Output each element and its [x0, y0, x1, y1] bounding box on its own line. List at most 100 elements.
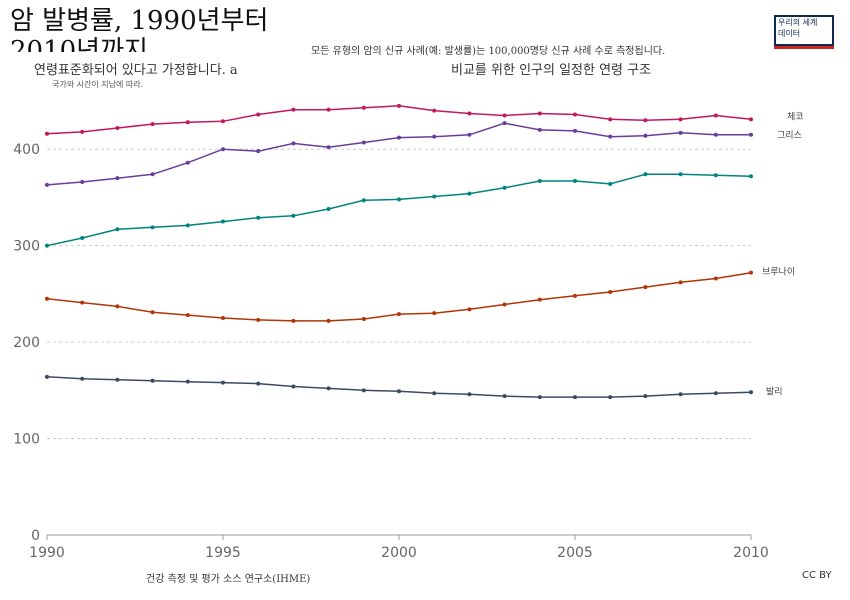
data-point-bali — [185, 379, 190, 384]
data-point-greece — [80, 180, 85, 185]
data-point-czechia — [749, 117, 753, 122]
data-point-portugal — [537, 297, 542, 302]
data-point-bali — [326, 386, 331, 391]
data-point-portugal — [608, 289, 613, 294]
data-point-portugal — [150, 310, 155, 315]
data-point-portugal — [713, 276, 718, 281]
data-point-czechia — [185, 120, 190, 125]
logo-line1: 우리의 세계 — [778, 18, 818, 27]
data-point-greece — [432, 134, 437, 139]
data-point-brunei — [256, 215, 261, 220]
data-point-greece — [397, 135, 401, 140]
data-point-brunei — [573, 179, 577, 184]
data-point-greece — [643, 133, 648, 138]
data-point-bali — [573, 395, 577, 400]
series-line-brunei — [46, 173, 752, 247]
data-point-brunei — [537, 179, 542, 184]
y-tick-label: 0 — [31, 528, 40, 544]
y-tick-label: 200 — [13, 335, 40, 351]
y-tick-label: 100 — [13, 432, 40, 448]
data-point-greece — [361, 140, 366, 145]
data-point-bali — [150, 378, 155, 383]
data-point-portugal — [221, 316, 225, 320]
data-point-brunei — [361, 198, 366, 203]
data-point-greece — [608, 134, 613, 139]
data-point-brunei — [713, 173, 718, 178]
logo-text: 우리의 세계 데이터 — [776, 17, 832, 44]
data-point-brunei — [467, 191, 472, 196]
data-point-czechia — [432, 108, 437, 113]
data-point-bali — [537, 395, 542, 400]
data-point-portugal — [643, 285, 648, 290]
data-point-portugal — [432, 311, 437, 316]
data-point-czechia — [467, 111, 472, 116]
data-point-greece — [573, 128, 577, 133]
data-point-portugal — [397, 312, 401, 317]
data-point-greece — [221, 147, 225, 152]
data-point-portugal — [45, 296, 49, 301]
data-point-brunei — [397, 197, 401, 202]
x-tick-label: 2010 — [733, 545, 769, 561]
series-label-czechia: 체코 — [787, 111, 804, 122]
data-point-greece — [150, 172, 155, 177]
data-point-greece — [185, 160, 190, 165]
data-point-portugal — [467, 307, 472, 312]
data-point-bali — [361, 388, 366, 393]
data-point-czechia — [643, 118, 648, 123]
x-tick-label: 1990 — [29, 545, 65, 561]
data-point-bali — [502, 394, 507, 399]
data-point-czechia — [221, 119, 225, 124]
data-point-czechia — [291, 107, 296, 112]
x-tick-label: 2000 — [381, 545, 417, 561]
license-link[interactable]: CC BY — [802, 570, 832, 581]
chart-subtitle-age-standardized[interactable]: 연령표준화되어 있다고 가정합니다. a — [34, 63, 238, 78]
data-point-portugal — [80, 300, 85, 305]
data-point-portugal — [185, 313, 190, 318]
series-label-greece: 그리스 — [777, 130, 802, 141]
data-point-czechia — [608, 117, 613, 122]
data-point-czechia — [678, 117, 683, 122]
data-point-brunei — [185, 223, 190, 228]
data-point-portugal — [256, 317, 261, 322]
data-point-brunei — [150, 225, 155, 230]
y-tick-label: 400 — [13, 142, 40, 158]
owid-logo[interactable]: 우리의 세계 데이터 — [774, 15, 834, 49]
data-point-brunei — [115, 227, 120, 232]
data-point-brunei — [678, 172, 683, 177]
data-point-bali — [45, 374, 49, 379]
data-point-czechia — [573, 112, 577, 117]
logo-line2: 데이터 — [778, 29, 801, 38]
data-point-greece — [713, 132, 718, 137]
series-label-bali: 발리 — [766, 386, 783, 397]
data-point-portugal — [115, 304, 120, 309]
data-point-czechia — [397, 103, 401, 108]
data-point-bali — [643, 394, 648, 399]
data-point-bali — [221, 380, 225, 385]
data-point-bali — [749, 390, 753, 395]
data-point-bali — [397, 389, 401, 394]
data-point-bali — [608, 395, 613, 400]
data-point-greece — [749, 132, 753, 137]
data-point-bali — [80, 376, 85, 381]
data-point-greece — [115, 176, 120, 181]
x-tick-label: 2005 — [557, 545, 593, 561]
data-point-bali — [291, 384, 296, 389]
data-point-czechia — [502, 113, 507, 118]
data-point-brunei — [432, 194, 437, 199]
data-point-portugal — [573, 293, 577, 298]
logo-accent-bar — [774, 46, 834, 49]
data-point-portugal — [326, 318, 331, 323]
data-point-greece — [537, 127, 542, 132]
source-text[interactable]: 건강 측정 및 평가 소스 연구소(IHME) — [146, 574, 311, 585]
x-tick-label: 1995 — [205, 545, 241, 561]
chart-title: 암 발병률, 1990년부터 — [10, 6, 269, 36]
data-point-brunei — [608, 181, 613, 186]
data-point-bali — [467, 392, 472, 397]
data-point-greece — [502, 121, 507, 126]
data-point-czechia — [115, 126, 120, 131]
data-point-portugal — [291, 318, 296, 323]
data-point-portugal — [678, 280, 683, 285]
chart-subtitle-note: 국가와 시간이 지남에 따라. — [52, 80, 144, 89]
data-point-bali — [256, 381, 261, 386]
data-point-greece — [678, 130, 683, 135]
